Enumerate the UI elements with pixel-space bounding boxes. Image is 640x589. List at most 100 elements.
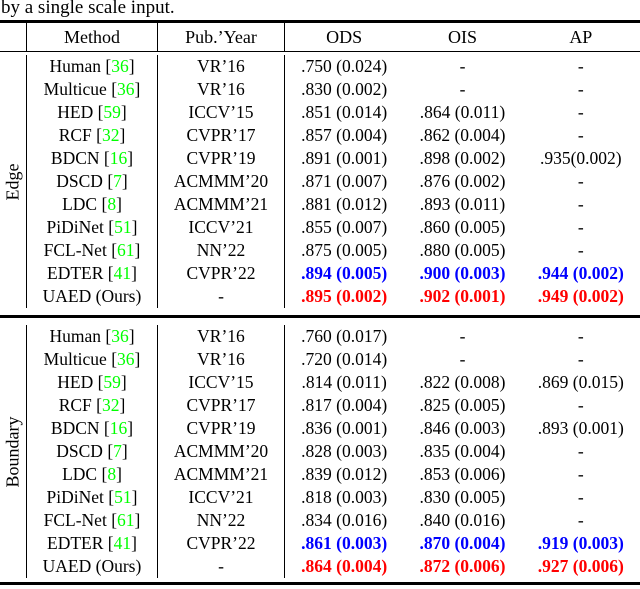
ods-cell: .814 (0.011) bbox=[301, 371, 387, 392]
ap-cell: - bbox=[577, 78, 584, 99]
pub-year-cell: ICCV’15 bbox=[158, 101, 285, 124]
method-cell: HED [59] bbox=[27, 101, 158, 124]
ois-cell: .822 (0.008) bbox=[419, 371, 506, 392]
ap-cell: - bbox=[577, 170, 584, 191]
row-label-spacer bbox=[0, 239, 27, 262]
row-label-spacer bbox=[0, 325, 27, 348]
ods-cell: .855 (0.007) bbox=[301, 216, 388, 237]
ods-cell: .818 (0.003) bbox=[301, 486, 388, 507]
row-label-spacer bbox=[0, 101, 27, 124]
citation-number: 61 bbox=[117, 509, 135, 530]
ois-cell: .825 (0.005) bbox=[419, 394, 506, 415]
table-row: UAED (Ours) - .895 (0.002) .902 (0.001) .949… bbox=[0, 285, 640, 308]
ois-cell: .898 (0.002) bbox=[419, 147, 506, 168]
ois-cell: .902 (0.001) bbox=[419, 285, 506, 306]
ois-cell: .893 (0.011) bbox=[419, 193, 506, 214]
ods-cell: .857 (0.004) bbox=[301, 124, 388, 145]
ap-cell: .935(0.002) bbox=[539, 147, 622, 168]
row-label-spacer bbox=[0, 394, 27, 417]
pub-year-cell: CVPR’17 bbox=[158, 124, 285, 147]
ap-cell: - bbox=[577, 239, 584, 260]
row-label-spacer bbox=[0, 147, 27, 170]
citation-number: 51 bbox=[114, 216, 132, 237]
ap-cell: - bbox=[577, 440, 584, 461]
method-cell: Multicue [36] bbox=[27, 348, 158, 371]
table-row: RCF [32] CVPR’17 .857 (0.004) .862 (0.004) - bbox=[0, 124, 640, 147]
table-row: RCF [32] CVPR’17 .817 (0.004) .825 (0.005) - bbox=[0, 394, 640, 417]
ap-cell: - bbox=[577, 325, 584, 346]
ods-cell: .828 (0.003) bbox=[301, 440, 388, 461]
pub-year-cell: VR’16 bbox=[158, 78, 285, 101]
pub-year-cell: ACMMM’21 bbox=[158, 193, 285, 216]
ods-cell: .861 (0.003) bbox=[301, 532, 388, 553]
table-row: Multicue [36] VR’16 .830 (0.002) - - bbox=[0, 78, 640, 101]
citation-number: 7 bbox=[113, 170, 122, 191]
pub-year-cell: VR’16 bbox=[158, 55, 285, 78]
method-cell: EDTER [41] bbox=[27, 262, 158, 285]
ois-cell: .840 (0.016) bbox=[419, 509, 506, 530]
ods-cell: .839 (0.012) bbox=[301, 463, 388, 484]
table-row: FCL-Net [61] NN’22 .875 (0.005) .880 (0.005… bbox=[0, 239, 640, 262]
method-cell: Human [36] bbox=[27, 325, 158, 348]
ois-cell: - bbox=[459, 348, 466, 369]
ods-cell: .750 (0.024) bbox=[301, 55, 388, 76]
method-cell: FCL-Net [61] bbox=[27, 509, 158, 532]
row-label-spacer bbox=[0, 193, 27, 216]
row-label-spacer bbox=[0, 509, 27, 532]
method-cell: LDC [8] bbox=[27, 193, 158, 216]
pub-year-cell: ACMMM’20 bbox=[158, 170, 285, 193]
row-label-spacer bbox=[0, 348, 27, 371]
ois-cell: .853 (0.006) bbox=[419, 463, 506, 484]
pub-year-cell: - bbox=[158, 285, 285, 308]
citation-number: 16 bbox=[109, 147, 128, 168]
table-row: Human [36] VR’16 .760 (0.017) - - bbox=[0, 325, 640, 348]
pub-year-cell: CVPR’17 bbox=[158, 394, 285, 417]
table-row: HED [59] ICCV’15 .851 (0.014) .864 (0.011) - bbox=[0, 101, 640, 124]
ods-cell: .851 (0.014) bbox=[301, 101, 388, 122]
header-label-spacer bbox=[0, 23, 27, 51]
col-header-ap: AP bbox=[569, 27, 593, 47]
pub-year-cell: ACMMM’21 bbox=[158, 463, 285, 486]
table-row: FCL-Net [61] NN’22 .834 (0.016) .840 (0.016… bbox=[0, 509, 640, 532]
row-label-spacer bbox=[0, 55, 27, 78]
table-row: DSCD [7] ACMMM’20 .828 (0.003) .835 (0.004)… bbox=[0, 440, 640, 463]
ap-cell: - bbox=[577, 463, 584, 484]
method-cell: UAED (Ours) bbox=[27, 555, 158, 578]
ods-cell: .720 (0.014) bbox=[301, 348, 388, 369]
table-row: EDTER [41] CVPR’22 .861 (0.003) .870 (0.004… bbox=[0, 532, 640, 555]
method-cell: EDTER [41] bbox=[27, 532, 158, 555]
ods-cell: .836 (0.001) bbox=[301, 417, 388, 438]
pub-year-cell: VR’16 bbox=[158, 348, 285, 371]
ap-cell: - bbox=[577, 509, 584, 530]
ods-cell: .875 (0.005) bbox=[301, 239, 388, 260]
row-label-spacer bbox=[0, 371, 27, 394]
ois-cell: .864 (0.011) bbox=[419, 101, 506, 122]
table-row: PiDiNet [51] ICCV’21 .818 (0.003) .830 (0.0… bbox=[0, 486, 640, 509]
citation-number: 32 bbox=[101, 124, 120, 145]
col-header-method: Method bbox=[27, 23, 158, 51]
row-label-spacer bbox=[0, 417, 27, 440]
table-row: HED [59] ICCV’15 .814 (0.011) .822 (0.008).… bbox=[0, 371, 640, 394]
ods-cell: .834 (0.016) bbox=[301, 509, 388, 530]
pub-year-cell: VR’16 bbox=[158, 325, 285, 348]
ods-cell: .817 (0.004) bbox=[301, 394, 388, 415]
table-row: UAED (Ours) - .864 (0.004) .872 (0.006) .927… bbox=[0, 555, 640, 578]
method-cell: Multicue [36] bbox=[27, 78, 158, 101]
citation-number: 36 bbox=[111, 325, 129, 346]
ap-cell: .949 (0.002) bbox=[537, 285, 624, 306]
table-row: EDTER [41] CVPR’22 .894 (0.005) .900 (0.003… bbox=[0, 262, 640, 285]
row-label-spacer bbox=[0, 170, 27, 193]
citation-number: 59 bbox=[103, 101, 121, 122]
ap-cell: - bbox=[577, 124, 584, 145]
citation-number: 8 bbox=[107, 193, 117, 214]
citation-number: 41 bbox=[113, 262, 132, 283]
ap-cell: .919 (0.003) bbox=[537, 532, 624, 553]
row-label-spacer bbox=[0, 440, 27, 463]
ois-cell: .835 (0.004) bbox=[419, 440, 506, 461]
col-header-pub-year: Pub.’Year bbox=[158, 23, 285, 51]
table-bottom-rule bbox=[0, 582, 640, 585]
ap-cell: .869 (0.015) bbox=[537, 371, 624, 392]
ap-cell: - bbox=[577, 216, 584, 237]
pub-year-cell: CVPR’19 bbox=[158, 417, 285, 440]
